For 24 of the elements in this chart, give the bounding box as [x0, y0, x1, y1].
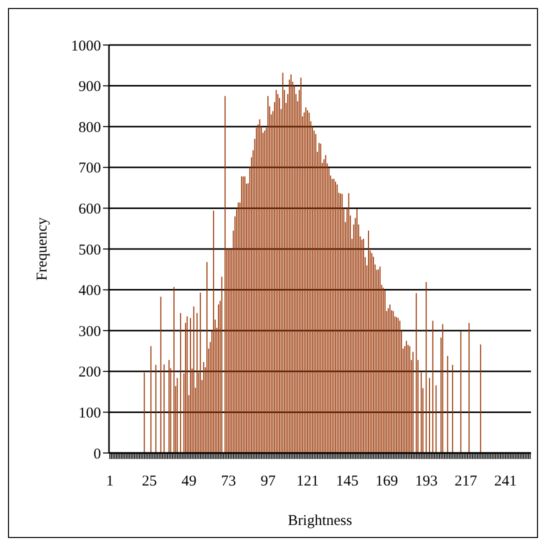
x-tick-label: 1 — [106, 474, 114, 490]
x-tick-label: 193 — [415, 474, 438, 490]
y-tick-label: 400 — [78, 283, 101, 300]
y-tick-label: 0 — [94, 446, 101, 462]
y-tick-label: 500 — [78, 242, 101, 258]
x-tick-label: 73 — [221, 474, 236, 490]
x-tick-label: 169 — [376, 474, 398, 490]
x-tick-label: 97 — [260, 474, 276, 490]
y-tick-label: 100 — [78, 406, 101, 422]
y-tick-label: 900 — [78, 79, 101, 96]
y-tick-label: 600 — [78, 202, 101, 218]
y-tick-label: 300 — [78, 324, 101, 340]
y-tick-label: 1000 — [71, 38, 101, 54]
x-tick-label: 121 — [296, 474, 319, 490]
y-tick-label: 800 — [78, 120, 101, 136]
x-tick-label: 145 — [336, 474, 358, 490]
y-axis-title: Frequency — [34, 216, 50, 281]
x-tick-label: 25 — [142, 474, 157, 490]
x-tick-label: 241 — [494, 474, 517, 490]
x-axis-title: Brightness — [288, 513, 352, 529]
x-tick-label: 217 — [454, 474, 478, 490]
y-tick-label: 700 — [78, 160, 101, 177]
y-tick-label: 200 — [78, 364, 101, 381]
x-tick-label: 49 — [181, 474, 196, 490]
